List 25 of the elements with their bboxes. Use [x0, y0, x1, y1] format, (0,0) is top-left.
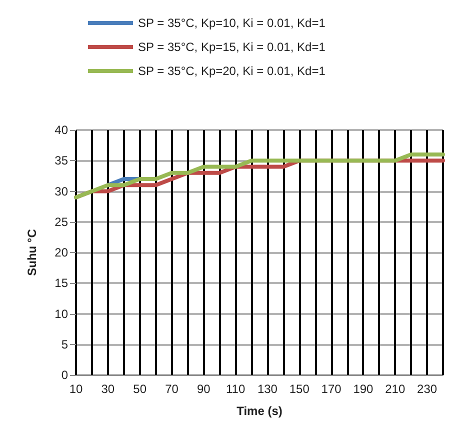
x-tick-label: 130 [257, 382, 278, 396]
y-tick-label: 15 [54, 276, 68, 290]
y-axis-title: Suhu °C [25, 228, 39, 276]
x-tick-label: 150 [289, 382, 310, 396]
legend-label: SP = 35°C, Kp=10, Ki = 0.01, Kd=1 [138, 16, 326, 30]
legend-label: SP = 35°C, Kp=20, Ki = 0.01, Kd=1 [138, 64, 326, 78]
y-tick-label: 20 [54, 246, 68, 260]
x-tick-label: 30 [101, 382, 115, 396]
x-tick-label: 170 [321, 382, 342, 396]
x-tick-label: 210 [385, 382, 406, 396]
legend-label: SP = 35°C, Kp=15, Ki = 0.01, Kd=1 [138, 40, 326, 54]
y-tick-label: 30 [54, 184, 68, 198]
x-tick-label: 230 [417, 382, 438, 396]
x-tick-label: 190 [353, 382, 374, 396]
x-axis-title: Time (s) [236, 404, 282, 418]
x-tick-label: 90 [196, 382, 211, 396]
x-tick-label: 110 [226, 382, 246, 396]
x-tick-label: 50 [133, 382, 147, 396]
x-tick-label: 70 [165, 382, 179, 396]
y-tick-label: 10 [54, 306, 68, 321]
y-tick-label: 5 [61, 337, 68, 352]
y-tick-label: 25 [54, 214, 68, 229]
y-tick-label: 35 [54, 154, 68, 168]
y-tick-label: 40 [54, 123, 68, 137]
y-tick-label: 0 [61, 368, 68, 382]
